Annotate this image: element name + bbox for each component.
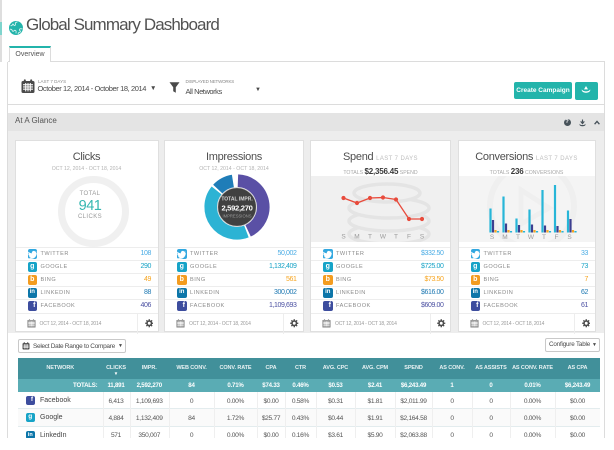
svg-text:M: M bbox=[354, 234, 359, 241]
svg-text:T: T bbox=[394, 234, 398, 241]
svg-text:T: T bbox=[542, 234, 546, 241]
svg-text:F: F bbox=[554, 234, 558, 241]
svg-text:IMPRESSIONS: IMPRESSIONS bbox=[222, 214, 251, 219]
svg-text:S: S bbox=[341, 234, 346, 241]
svg-text:F: F bbox=[407, 234, 411, 241]
svg-text:W: W bbox=[380, 234, 387, 241]
svg-text:S: S bbox=[489, 234, 494, 241]
svg-text:T: T bbox=[516, 234, 520, 241]
svg-text:M: M bbox=[502, 234, 507, 241]
svg-text:T: T bbox=[368, 234, 372, 241]
svg-text:TOTAL IMPR.: TOTAL IMPR. bbox=[221, 197, 253, 203]
svg-text:W: W bbox=[527, 234, 534, 241]
svg-text:S: S bbox=[420, 234, 425, 241]
svg-text:2,592,270: 2,592,270 bbox=[221, 204, 252, 213]
svg-text:S: S bbox=[567, 234, 572, 241]
